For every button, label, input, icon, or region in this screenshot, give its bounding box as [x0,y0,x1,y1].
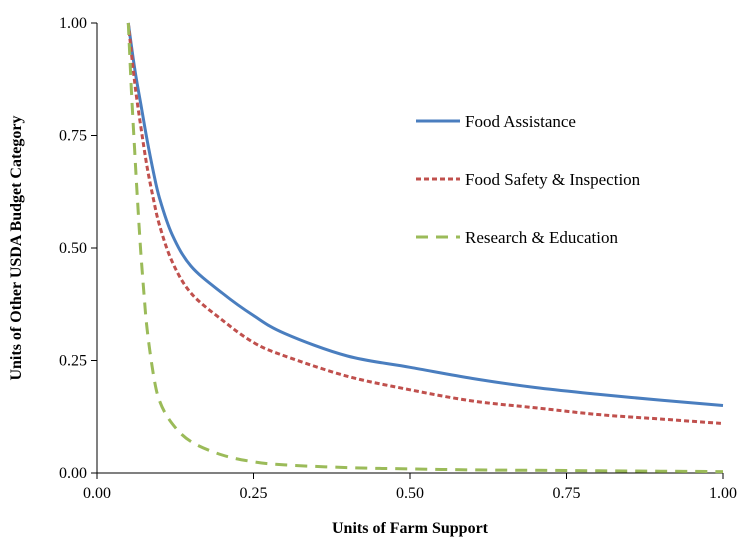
legend-label: Food Safety & Inspection [465,170,641,189]
series-line-food-assistance [126,22,724,407]
series-line-food-safety-inspection [126,22,724,425]
x-axis-title: Units of Farm Support [332,520,489,537]
y-tick-label: 0.50 [59,240,87,257]
y-tick-label: 0.25 [59,353,87,370]
legend-label: Food Assistance [465,112,576,131]
y-tick-label: 0.00 [59,465,87,482]
x-tick-label: 0.25 [240,485,268,502]
series-lines [126,22,724,474]
y-tick-label: 1.00 [59,15,87,32]
y-axis-title: Units of Other USDA Budget Category [8,115,25,380]
x-tick-label: 0.75 [553,485,581,502]
series-line-research-education [126,22,724,474]
y-tick-label: 0.75 [59,128,87,145]
x-tick-label: 0.00 [83,485,111,502]
x-tick-label: 1.00 [709,485,737,502]
legend: Food Assistance Food Safety & Inspection R… [416,112,641,247]
axes [96,23,723,474]
legend-label: Research & Education [465,228,618,247]
x-tick-label: 0.50 [396,485,424,502]
ticks: 0.00 0.25 0.50 0.75 1.00 0.00 0.25 0.50 0.75 1.00 [59,15,737,502]
